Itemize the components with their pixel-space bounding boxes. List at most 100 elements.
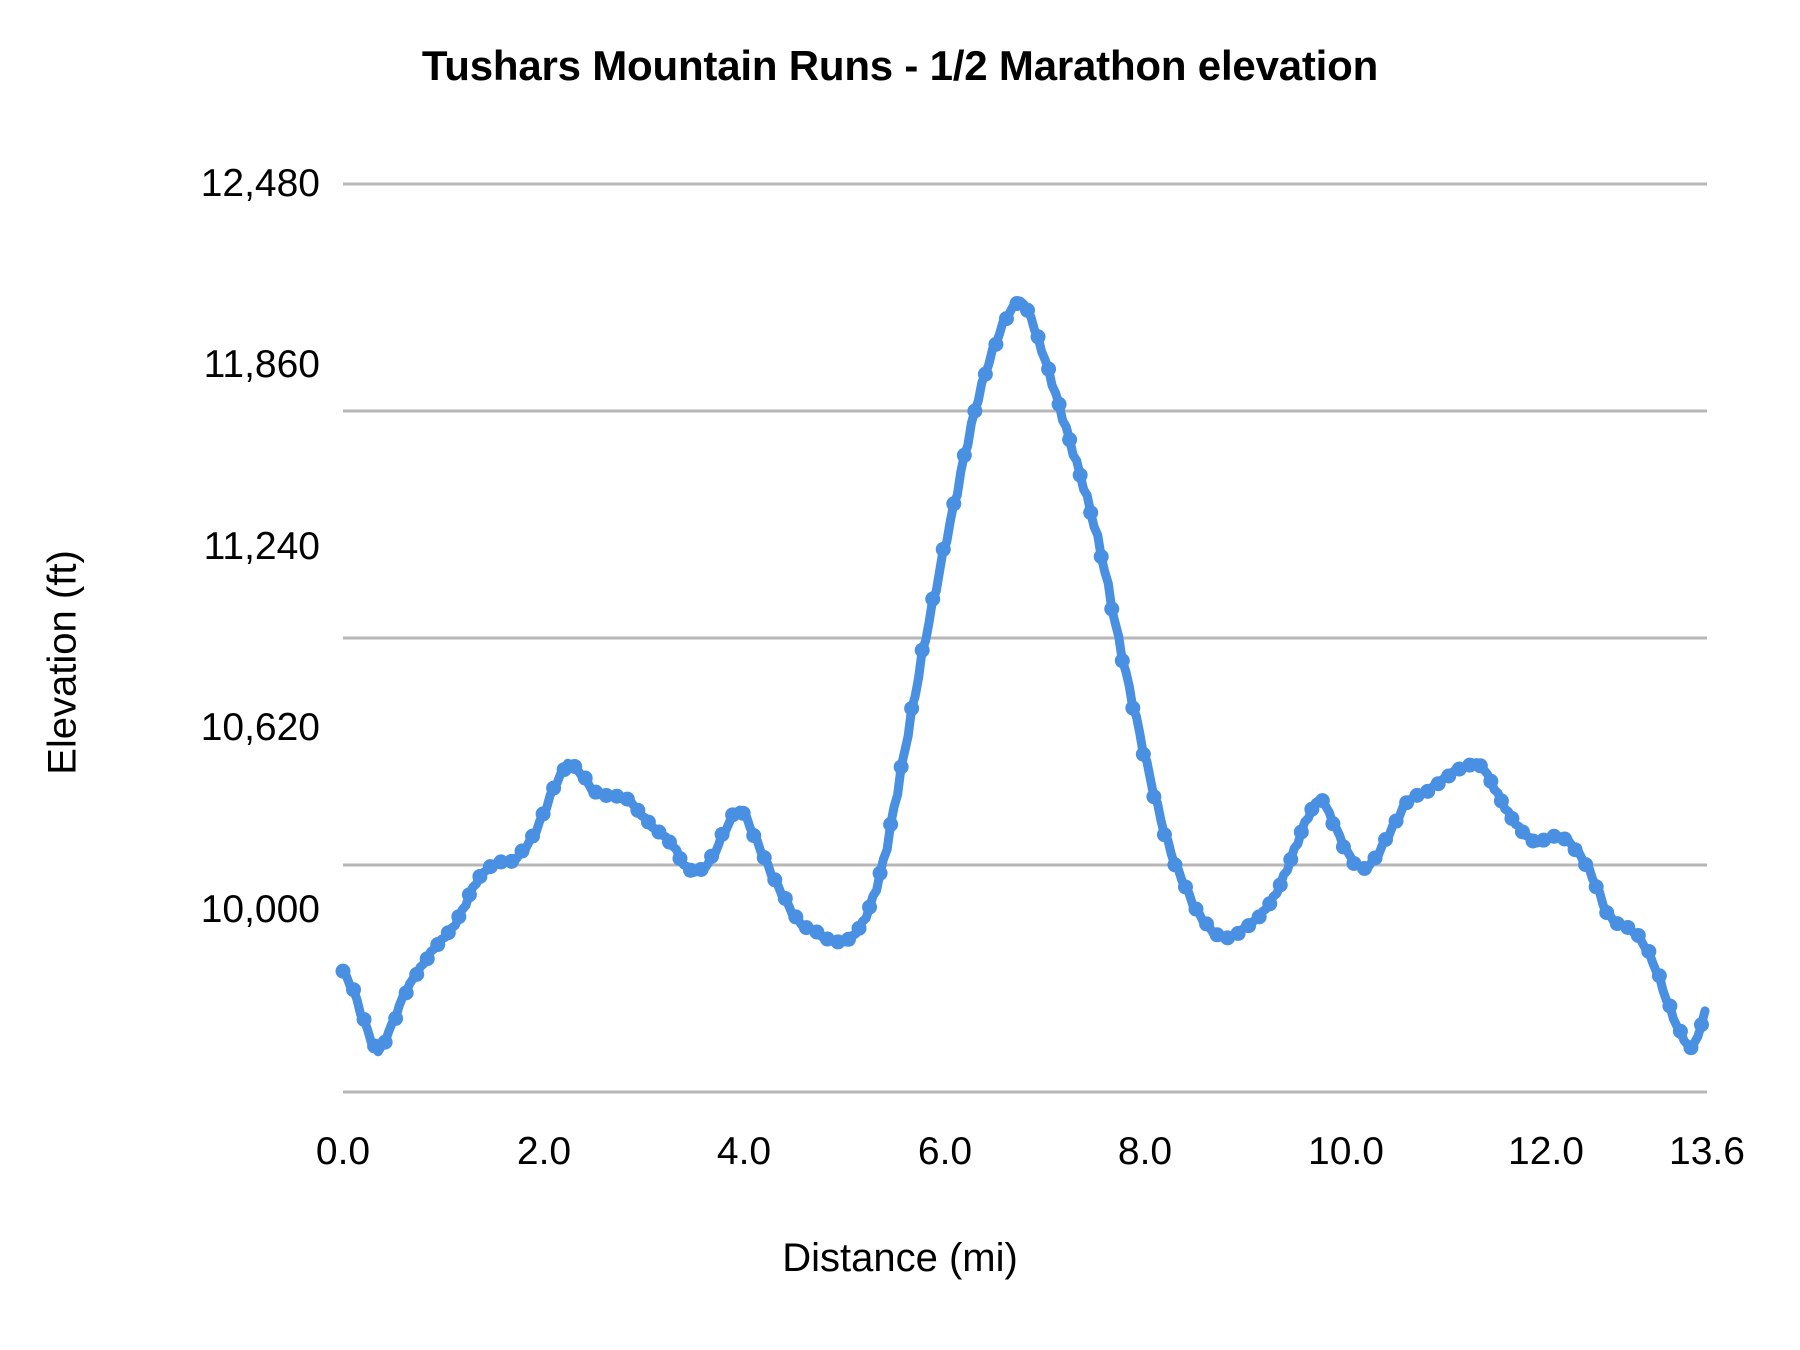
data-point bbox=[1230, 925, 1246, 941]
data-point bbox=[1662, 998, 1678, 1014]
data-point bbox=[546, 780, 562, 796]
data-point bbox=[1135, 746, 1151, 762]
data-point bbox=[988, 336, 1004, 352]
data-point bbox=[1146, 789, 1162, 805]
data-point bbox=[956, 447, 972, 463]
data-point bbox=[1093, 549, 1109, 565]
data-point bbox=[998, 311, 1014, 327]
data-point bbox=[1167, 857, 1183, 873]
x-tick-label-2: 2.0 bbox=[516, 1130, 572, 1173]
data-point bbox=[356, 1011, 372, 1027]
data-point bbox=[1693, 1017, 1709, 1033]
data-point bbox=[756, 850, 772, 866]
data-point bbox=[1399, 795, 1415, 811]
data-point bbox=[935, 541, 951, 557]
data-point bbox=[1357, 860, 1372, 876]
data-point bbox=[872, 865, 888, 881]
x-tick-label-0: 0.0 bbox=[315, 1130, 371, 1173]
data-point bbox=[630, 802, 646, 818]
data-point bbox=[1114, 653, 1130, 669]
data-point bbox=[746, 828, 762, 844]
data-point bbox=[1641, 943, 1657, 959]
data-point bbox=[1262, 896, 1278, 912]
data-point bbox=[514, 843, 530, 859]
data-point bbox=[1367, 850, 1383, 866]
data-point bbox=[1472, 758, 1488, 774]
data-point bbox=[851, 920, 867, 936]
data-point bbox=[1020, 302, 1036, 318]
data-point bbox=[840, 931, 856, 947]
data-point bbox=[1051, 396, 1067, 412]
data-point bbox=[788, 909, 804, 925]
data-point bbox=[914, 642, 930, 658]
data-point bbox=[377, 1034, 393, 1050]
data-point bbox=[883, 816, 899, 832]
data-point bbox=[640, 814, 656, 830]
data-point bbox=[946, 496, 962, 512]
data-point bbox=[1630, 927, 1646, 943]
data-point bbox=[1272, 877, 1288, 893]
data-point bbox=[1567, 842, 1583, 858]
data-point bbox=[1578, 857, 1594, 873]
data-point bbox=[1504, 811, 1520, 826]
data-point bbox=[619, 791, 635, 807]
data-point bbox=[1325, 816, 1341, 832]
y-tick-label-10620: 10,620 bbox=[200, 706, 320, 749]
data-point bbox=[967, 403, 983, 419]
x-tick-label-6: 6.0 bbox=[917, 1130, 973, 1173]
data-point bbox=[1125, 700, 1141, 716]
data-point bbox=[1672, 1023, 1688, 1039]
data-point bbox=[1083, 505, 1099, 521]
data-point bbox=[1599, 905, 1615, 921]
data-point bbox=[735, 805, 751, 821]
data-point bbox=[862, 899, 878, 915]
data-point bbox=[893, 759, 909, 775]
data-point bbox=[809, 924, 825, 940]
data-point bbox=[1483, 773, 1499, 789]
x-tick-label-13-6: 13.6 bbox=[1669, 1130, 1745, 1173]
chart-title: Tushars Mountain Runs - 1/2 Marathon ele… bbox=[421, 42, 1379, 89]
data-point bbox=[1104, 601, 1120, 617]
data-point bbox=[419, 951, 435, 967]
data-point bbox=[409, 966, 425, 982]
data-point bbox=[1293, 824, 1309, 840]
data-point bbox=[1251, 909, 1267, 925]
y-tick-label-10000: 10,000 bbox=[200, 888, 320, 931]
series-elevation bbox=[335, 296, 1710, 1057]
data-point bbox=[451, 909, 467, 925]
data-point bbox=[767, 872, 783, 888]
data-point bbox=[1651, 968, 1667, 984]
data-point bbox=[1378, 832, 1394, 847]
data-point bbox=[1241, 918, 1257, 934]
gridlines bbox=[343, 182, 1707, 1094]
data-point bbox=[977, 366, 993, 382]
data-point bbox=[925, 591, 941, 607]
data-point bbox=[1283, 852, 1299, 868]
data-point bbox=[661, 834, 677, 850]
y-tick-label-11860: 11,860 bbox=[203, 343, 320, 386]
x-tick-label-12: 12.0 bbox=[1508, 1130, 1584, 1173]
data-point bbox=[1514, 824, 1530, 840]
data-point bbox=[503, 853, 519, 869]
data-point bbox=[672, 851, 688, 867]
data-point bbox=[777, 890, 793, 906]
data-point bbox=[1588, 879, 1604, 895]
data-point bbox=[1620, 919, 1636, 935]
data-point bbox=[1335, 839, 1351, 855]
data-point bbox=[525, 828, 541, 844]
data-point bbox=[461, 887, 477, 903]
data-point bbox=[577, 770, 593, 786]
data-point bbox=[440, 925, 456, 941]
data-point bbox=[1030, 329, 1046, 345]
data-point bbox=[1062, 432, 1078, 448]
data-point bbox=[535, 806, 551, 822]
x-tick-label-4: 4.0 bbox=[716, 1130, 772, 1173]
data-point bbox=[567, 758, 583, 774]
data-point bbox=[472, 868, 488, 884]
data-point bbox=[714, 826, 730, 842]
data-point bbox=[388, 1010, 404, 1026]
data-point bbox=[1304, 801, 1320, 817]
data-point bbox=[1156, 827, 1172, 843]
data-point bbox=[1388, 813, 1404, 829]
